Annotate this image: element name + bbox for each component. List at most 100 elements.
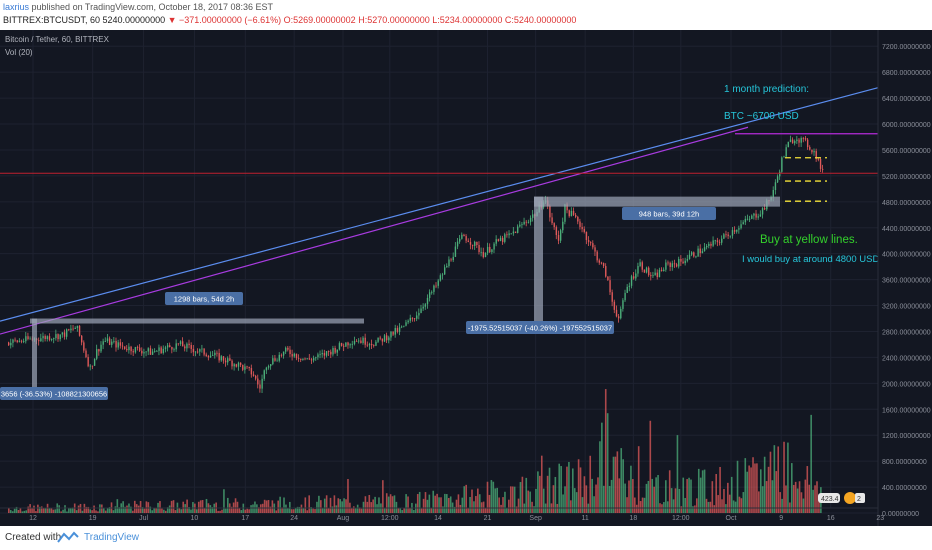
volume-bar: [155, 507, 157, 514]
price-candle: [712, 240, 714, 246]
volume-bar: [141, 507, 144, 514]
volume-bar: [616, 451, 619, 514]
volume-bar: [102, 507, 105, 514]
volume-bar: [259, 504, 262, 514]
price-candle: [312, 358, 315, 361]
price-candle: [562, 221, 564, 231]
price-candle: [478, 245, 480, 253]
time-tick-label: 12:00: [381, 515, 399, 522]
price-candle: [364, 337, 366, 345]
volume-bar: [492, 481, 495, 514]
price-candle: [673, 263, 676, 265]
volume-bar: [500, 504, 502, 514]
price-candle: [383, 335, 386, 342]
volume-bar: [812, 489, 814, 514]
price-candle: [373, 345, 375, 346]
volume-bar: [124, 506, 126, 514]
price-candle: [740, 224, 742, 229]
price-candle: [491, 249, 493, 253]
chart-area[interactable]: 1298 bars, 54d 2h 948 bars, 39d 12h 3656 (…: [0, 30, 932, 526]
price-candle: [648, 267, 650, 276]
purple-trendline[interactable]: [0, 126, 749, 335]
price-candle: [250, 368, 253, 375]
range-measure-bar[interactable]: [30, 318, 364, 324]
price-candle: [660, 269, 663, 272]
author-link[interactable]: laxrius: [3, 2, 30, 12]
price-candle: [85, 350, 87, 358]
volume-bar: [709, 501, 712, 514]
price-tick-label: 6000.00000000: [882, 122, 931, 129]
volume-bar: [506, 507, 508, 514]
volume-bar: [680, 506, 683, 514]
price-candle: [723, 234, 725, 239]
events-badge[interactable]: [844, 492, 856, 504]
price-candle: [643, 269, 646, 273]
volume-bar: [108, 507, 111, 514]
volume-bar: [374, 496, 376, 514]
tradingview-brand[interactable]: TradingView: [84, 532, 140, 543]
volume-bar: [211, 507, 214, 514]
volume-bar: [66, 511, 68, 514]
volume-bar: [635, 504, 638, 514]
price-candle: [190, 345, 192, 349]
volume-bar: [424, 492, 427, 514]
price-candle: [267, 366, 270, 368]
price-candle: [682, 261, 684, 264]
volume-bar: [548, 467, 551, 514]
volume-bar: [645, 483, 648, 514]
volume-badge[interactable]: [818, 493, 840, 503]
tradingview-logo-icon: [57, 531, 79, 543]
volume-bar: [339, 499, 342, 514]
volume-bar: [482, 501, 485, 514]
volume-bar: [269, 506, 272, 514]
price-candle: [613, 301, 616, 310]
price-candle: [162, 348, 165, 354]
price-candle: [645, 267, 648, 273]
price-candle: [192, 348, 195, 353]
volume-bar: [599, 441, 601, 514]
volume-bar: [713, 505, 716, 514]
chart-canvas[interactable]: 1298 bars, 54d 2h 948 bars, 39d 12h 3656 (…: [0, 30, 932, 526]
price-candle: [351, 343, 354, 345]
price-candle: [143, 352, 145, 354]
volume-bar: [810, 414, 812, 514]
blue-trendline[interactable]: [0, 87, 879, 322]
volume-bar: [802, 498, 805, 514]
price-candle: [65, 329, 68, 337]
volume-bar: [676, 435, 679, 514]
price-candle: [98, 349, 100, 352]
range2-label-box: [622, 207, 716, 220]
price-candle: [68, 329, 70, 331]
volume-bar: [790, 463, 793, 514]
volume-bar: [787, 442, 789, 514]
volume-bar: [360, 508, 363, 514]
price-candle: [14, 339, 16, 341]
volume-bar: [75, 510, 78, 514]
volume-bar: [453, 506, 456, 514]
price-candle: [564, 204, 566, 222]
volume-bar: [525, 477, 528, 514]
buy-detail: I would buy at around 4800 USD.: [742, 254, 882, 265]
price-candle: [394, 328, 396, 335]
price-candle: [742, 222, 744, 225]
price-candle: [759, 214, 762, 217]
volume-bar: [240, 510, 243, 514]
price-candle: [81, 335, 83, 343]
volume-bar: [814, 485, 816, 514]
price-candle: [209, 355, 212, 358]
price-candle: [72, 328, 74, 330]
volume-bar: [670, 488, 673, 514]
volume-bar: [566, 466, 568, 514]
volume-bar: [364, 496, 367, 514]
range-measure-bar[interactable]: [534, 196, 780, 207]
volume-bar: [484, 507, 487, 514]
volume-bar: [728, 494, 731, 514]
price-candle: [800, 137, 802, 143]
price-candle: [753, 213, 755, 216]
volume-bar: [23, 510, 26, 514]
price-axis[interactable]: [878, 30, 932, 526]
price-candle: [100, 344, 102, 352]
price-candle: [287, 347, 289, 350]
price-candle: [688, 254, 691, 259]
volume-bar: [81, 510, 84, 514]
